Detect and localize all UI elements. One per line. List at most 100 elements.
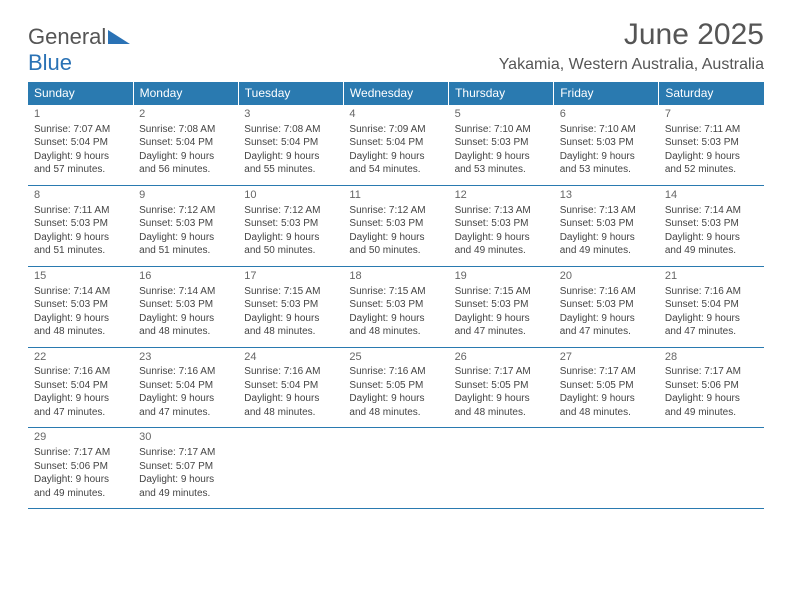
sunset-text: Sunset: 5:03 PM	[560, 136, 653, 150]
daylight-text: Daylight: 9 hours and 56 minutes.	[139, 150, 232, 177]
sunset-text: Sunset: 5:03 PM	[455, 298, 548, 312]
day-number: 29	[34, 430, 127, 445]
sunrise-text: Sunrise: 7:07 AM	[34, 123, 127, 137]
sunrise-text: Sunrise: 7:13 AM	[560, 204, 653, 218]
daylight-text: Daylight: 9 hours and 50 minutes.	[349, 231, 442, 258]
calendar-day-cell: 12Sunrise: 7:13 AMSunset: 5:03 PMDayligh…	[449, 185, 554, 266]
sunrise-text: Sunrise: 7:15 AM	[349, 285, 442, 299]
sunrise-text: Sunrise: 7:15 AM	[455, 285, 548, 299]
sunrise-text: Sunrise: 7:12 AM	[349, 204, 442, 218]
daylight-text: Daylight: 9 hours and 47 minutes.	[560, 312, 653, 339]
sunset-text: Sunset: 5:06 PM	[665, 379, 758, 393]
page-header: General Blue June 2025 Yakamia, Western …	[28, 18, 764, 76]
day-number: 27	[560, 350, 653, 365]
day-number: 28	[665, 350, 758, 365]
daylight-text: Daylight: 9 hours and 54 minutes.	[349, 150, 442, 177]
sunrise-text: Sunrise: 7:16 AM	[139, 365, 232, 379]
calendar-body: 1Sunrise: 7:07 AMSunset: 5:04 PMDaylight…	[28, 105, 764, 509]
calendar-day-cell: 27Sunrise: 7:17 AMSunset: 5:05 PMDayligh…	[554, 347, 659, 428]
calendar-day-cell	[449, 428, 554, 509]
calendar-day-cell: 1Sunrise: 7:07 AMSunset: 5:04 PMDaylight…	[28, 105, 133, 185]
sunset-text: Sunset: 5:06 PM	[34, 460, 127, 474]
day-number: 8	[34, 188, 127, 203]
daylight-text: Daylight: 9 hours and 48 minutes.	[349, 312, 442, 339]
sunset-text: Sunset: 5:04 PM	[244, 379, 337, 393]
day-number: 25	[349, 350, 442, 365]
daylight-text: Daylight: 9 hours and 47 minutes.	[455, 312, 548, 339]
day-number: 19	[455, 269, 548, 284]
calendar-page: General Blue June 2025 Yakamia, Western …	[0, 0, 792, 529]
weekday-sunday: Sunday	[28, 82, 133, 105]
location-label: Yakamia, Western Australia, Australia	[499, 56, 764, 74]
sunset-text: Sunset: 5:05 PM	[455, 379, 548, 393]
daylight-text: Daylight: 9 hours and 47 minutes.	[34, 392, 127, 419]
daylight-text: Daylight: 9 hours and 55 minutes.	[244, 150, 337, 177]
sunrise-text: Sunrise: 7:11 AM	[34, 204, 127, 218]
weekday-monday: Monday	[133, 82, 238, 105]
calendar-day-cell: 25Sunrise: 7:16 AMSunset: 5:05 PMDayligh…	[343, 347, 448, 428]
day-number: 11	[349, 188, 442, 203]
daylight-text: Daylight: 9 hours and 49 minutes.	[455, 231, 548, 258]
calendar-day-cell: 28Sunrise: 7:17 AMSunset: 5:06 PMDayligh…	[659, 347, 764, 428]
sunrise-text: Sunrise: 7:09 AM	[349, 123, 442, 137]
weekday-wednesday: Wednesday	[343, 82, 448, 105]
daylight-text: Daylight: 9 hours and 53 minutes.	[560, 150, 653, 177]
calendar-day-cell	[554, 428, 659, 509]
calendar-day-cell: 22Sunrise: 7:16 AMSunset: 5:04 PMDayligh…	[28, 347, 133, 428]
sunrise-text: Sunrise: 7:14 AM	[139, 285, 232, 299]
weekday-thursday: Thursday	[449, 82, 554, 105]
calendar-week-row: 8Sunrise: 7:11 AM Sunset: 5:03 PM Daylight…	[28, 185, 764, 266]
daylight-text: Daylight: 9 hours and 49 minutes.	[665, 392, 758, 419]
daylight-text: Daylight: 9 hours and 49 minutes.	[665, 231, 758, 258]
weekday-tuesday: Tuesday	[238, 82, 343, 105]
day-number: 9	[139, 188, 232, 203]
calendar-day-cell: 29Sunrise: 7:17 AMSunset: 5:06 PMDayligh…	[28, 428, 133, 509]
sunrise-text: Sunrise: 7:10 AM	[455, 123, 548, 137]
sunset-text: Sunset: 5:03 PM	[560, 298, 653, 312]
day-number: 20	[560, 269, 653, 284]
calendar-table: Sunday Monday Tuesday Wednesday Thursday…	[28, 82, 764, 509]
calendar-day-cell: 26Sunrise: 7:17 AMSunset: 5:05 PMDayligh…	[449, 347, 554, 428]
daylight-text: Daylight: 9 hours and 48 minutes.	[139, 312, 232, 339]
sunset-text: Sunset: 5:04 PM	[34, 379, 127, 393]
sunset-text: Sunset: 5:04 PM	[665, 298, 758, 312]
calendar-day-cell: 6Sunrise: 7:10 AMSunset: 5:03 PMDaylight…	[554, 105, 659, 185]
day-number: 30	[139, 430, 232, 445]
calendar-day-cell: 24Sunrise: 7:16 AMSunset: 5:04 PMDayligh…	[238, 347, 343, 428]
daylight-text: Daylight: 9 hours and 51 minutes.	[34, 231, 127, 258]
day-number: 5	[455, 107, 548, 122]
daylight-text: Daylight: 9 hours and 49 minutes.	[560, 231, 653, 258]
logo: General Blue	[28, 24, 130, 76]
sunrise-text: Sunrise: 7:10 AM	[560, 123, 653, 137]
calendar-day-cell	[659, 428, 764, 509]
sunrise-text: Sunrise: 7:14 AM	[665, 204, 758, 218]
calendar-week-row: 1Sunrise: 7:07 AMSunset: 5:04 PMDaylight…	[28, 105, 764, 185]
sunrise-text: Sunrise: 7:17 AM	[455, 365, 548, 379]
daylight-text: Daylight: 9 hours and 48 minutes.	[244, 312, 337, 339]
sunrise-text: Sunrise: 7:11 AM	[665, 123, 758, 137]
sunrise-text: Sunrise: 7:17 AM	[34, 446, 127, 460]
day-number: 7	[665, 107, 758, 122]
sunrise-text: Sunrise: 7:16 AM	[34, 365, 127, 379]
calendar-day-cell: 2Sunrise: 7:08 AMSunset: 5:04 PMDaylight…	[133, 105, 238, 185]
sunrise-text: Sunrise: 7:14 AM	[34, 285, 127, 299]
sunset-text: Sunset: 5:03 PM	[139, 217, 232, 231]
sunset-text: Sunset: 5:05 PM	[349, 379, 442, 393]
sunset-text: Sunset: 5:04 PM	[139, 136, 232, 150]
sunrise-text: Sunrise: 7:16 AM	[244, 365, 337, 379]
sunset-text: Sunset: 5:04 PM	[349, 136, 442, 150]
sunrise-text: Sunrise: 7:08 AM	[139, 123, 232, 137]
calendar-day-cell: 21Sunrise: 7:16 AMSunset: 5:04 PMDayligh…	[659, 266, 764, 347]
sunset-text: Sunset: 5:03 PM	[665, 136, 758, 150]
sunrise-text: Sunrise: 7:17 AM	[139, 446, 232, 460]
day-number: 14	[665, 188, 758, 203]
sunset-text: Sunset: 5:03 PM	[244, 298, 337, 312]
logo-triangle-icon	[108, 30, 130, 44]
day-number: 2	[139, 107, 232, 122]
day-number: 1	[34, 107, 127, 122]
sunrise-text: Sunrise: 7:08 AM	[244, 123, 337, 137]
day-number: 18	[349, 269, 442, 284]
daylight-text: Daylight: 9 hours and 49 minutes.	[34, 473, 127, 500]
day-number: 10	[244, 188, 337, 203]
calendar-day-cell: 10Sunrise: 7:12 AMSunset: 5:03 PMDayligh…	[238, 185, 343, 266]
